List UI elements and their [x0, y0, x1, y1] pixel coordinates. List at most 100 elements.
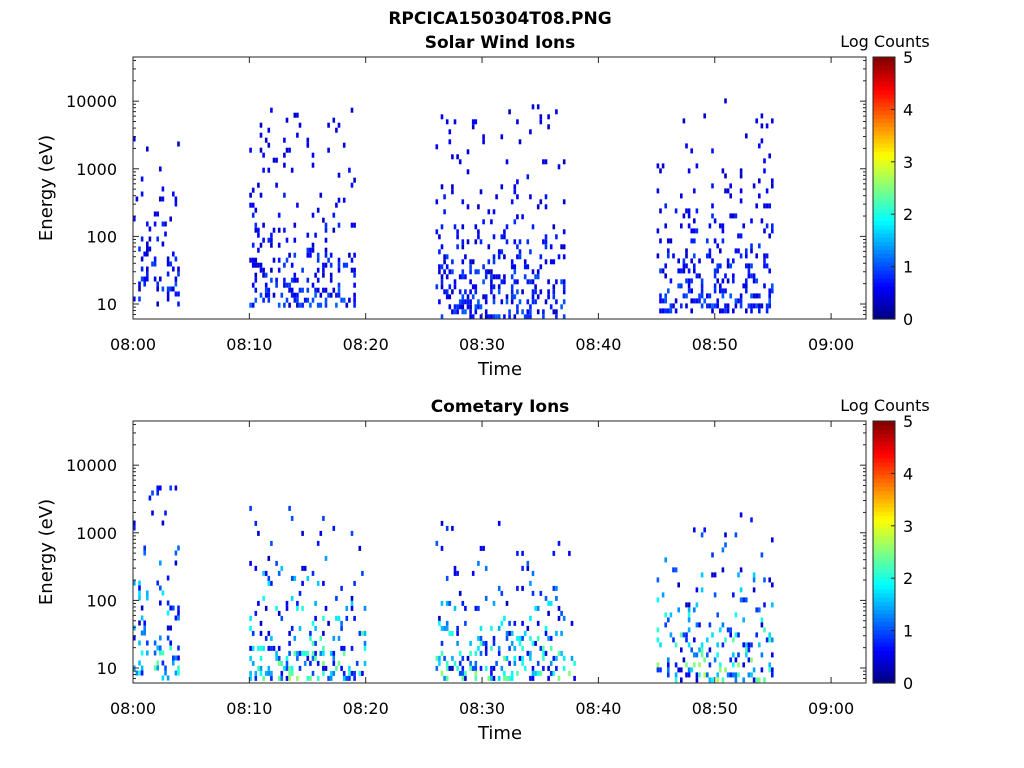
spectrogram-cell [448, 129, 452, 135]
spectrogram-cell [293, 112, 297, 118]
spectrogram-cell [314, 232, 317, 238]
spectrogram-cell [461, 259, 465, 265]
spectrogram-cell [706, 293, 709, 299]
spectrogram-cell [254, 262, 258, 268]
spectrogram-cell [721, 677, 725, 683]
spectrogram-cell [169, 605, 172, 611]
spectrogram-cell [742, 617, 745, 623]
spectrogram-cell [490, 284, 493, 290]
spectrogram-cell [445, 274, 449, 280]
spectrogram-cell [516, 244, 519, 250]
spectrogram-cell [503, 229, 506, 235]
colorbar-tick-label: 5 [903, 412, 913, 431]
spectrogram-cell [143, 620, 146, 626]
spectrogram-cell [290, 515, 294, 521]
colorbar-swatch [873, 57, 895, 62]
spectrogram-cell [752, 572, 756, 578]
spectrogram-cell [745, 647, 748, 653]
spectrogram-cell [303, 660, 307, 666]
colorbar-swatch [873, 314, 895, 320]
spectrogram-cell [771, 178, 774, 184]
colorbar-swatch [873, 421, 895, 426]
spectrogram-cell [443, 259, 446, 265]
spectrogram-cell [329, 262, 333, 268]
spectrogram-cell [161, 241, 165, 247]
spectrogram-cell [523, 630, 527, 636]
spectrogram-cell [138, 296, 141, 302]
colorbar-swatch [873, 580, 895, 586]
spectrogram-cell [518, 254, 522, 260]
colorbar-tick-label: 0 [903, 310, 913, 329]
spectrogram-cell [156, 286, 159, 292]
colorbar-swatch [873, 531, 895, 537]
spectrogram-cell [573, 675, 576, 681]
spectrogram-cell [700, 572, 704, 578]
spectrogram-cell [458, 299, 462, 305]
spectrogram-cell [758, 178, 761, 184]
spectrogram-cell [146, 251, 149, 257]
spectrogram-cell [531, 104, 535, 110]
x-tick-label: 09:00 [808, 699, 854, 718]
spectrogram-cell [277, 675, 281, 681]
spectrogram-cell [464, 675, 467, 681]
spectrogram-cell [350, 645, 354, 651]
spectrogram-cell [555, 595, 558, 601]
spectrogram-cell [458, 159, 462, 165]
spectrogram-cell [768, 303, 771, 309]
spectrogram-cell [570, 655, 574, 661]
spectrogram-cell [555, 234, 558, 240]
spectrogram-cell [301, 605, 304, 611]
spectrogram-cell [664, 203, 667, 209]
spectrogram-cell [737, 662, 740, 668]
spectrogram-cell [521, 645, 524, 651]
spectrogram-cell [479, 239, 483, 245]
spectrogram-cell [760, 123, 764, 129]
spectrogram-cell [656, 667, 660, 673]
colorbar-swatch [873, 617, 895, 623]
spectrogram-cell [469, 660, 472, 666]
spectrogram-cell [474, 309, 478, 315]
spectrogram-cell [656, 228, 660, 234]
panel-cometary: Cometary Ions 08:00 08:10 08:20 08:30 08:40 0… [36, 396, 930, 744]
spectrogram-cell [435, 144, 439, 150]
spectrogram-cell [288, 252, 291, 258]
spectrogram-cell [685, 632, 688, 638]
spectrogram-cell [677, 283, 680, 289]
spectrogram-cell [161, 660, 165, 666]
spectrogram-cell [713, 218, 717, 224]
spectrogram-cell [734, 612, 738, 618]
spectrogram-cell [280, 670, 284, 676]
spectrogram-cell [695, 273, 699, 279]
spectrogram-cell [314, 655, 317, 661]
spectrogram-cell [348, 675, 351, 681]
spectrogram-cell [322, 272, 325, 278]
spectrogram-cell [324, 605, 328, 611]
spectrogram-cell [270, 237, 273, 243]
spectrogram-cell [458, 670, 462, 676]
spectrogram-cell [677, 582, 680, 588]
spectrogram-cell [667, 288, 670, 294]
spectrogram-cell [724, 303, 727, 309]
spectrogram-cell [672, 637, 675, 643]
spectrogram-cell [510, 675, 514, 681]
spectrogram-cell [708, 248, 712, 254]
colorbar-tick-label: 5 [903, 48, 913, 67]
spectrogram-cell [669, 278, 673, 284]
colorbar-tick-label: 1 [903, 622, 913, 641]
spectrogram-cell [771, 223, 774, 229]
spectrogram-cell [690, 238, 693, 244]
spectrogram-cell [329, 252, 333, 258]
spectrogram-cell [687, 268, 691, 274]
spectrogram-cell [471, 119, 475, 125]
colorbar-swatch [873, 486, 895, 492]
spectrogram-cell [497, 314, 501, 320]
spectrogram-cell [438, 249, 441, 255]
spectrogram-cell [301, 267, 304, 273]
colorbar-swatch [873, 257, 895, 263]
spectrogram-cell [174, 281, 178, 287]
spectrogram-cell [469, 299, 472, 305]
spectrogram-cell [516, 279, 519, 285]
spectrogram-cell [737, 672, 740, 678]
spectrogram-cell [680, 632, 683, 638]
spectrogram-cell [529, 675, 532, 681]
